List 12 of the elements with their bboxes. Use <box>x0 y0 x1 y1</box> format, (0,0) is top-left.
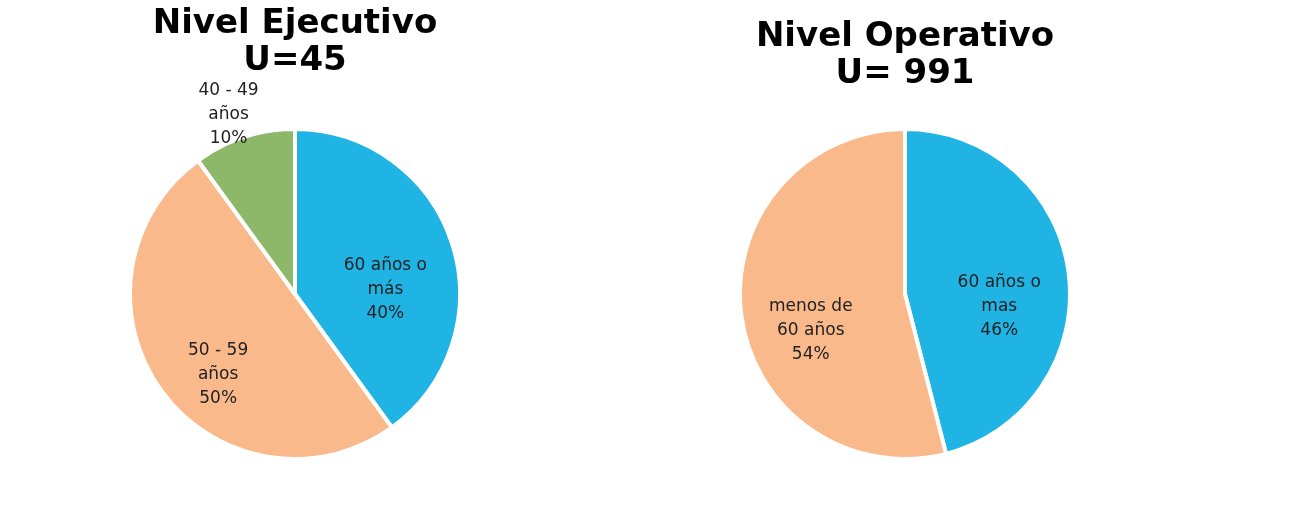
slice-label: menos de 60 años <box>768 294 853 339</box>
data-label: 40% <box>366 301 405 322</box>
data-label: 10% <box>209 126 248 147</box>
data-label: 50% <box>199 386 238 407</box>
slice-label: 40 - 49 años <box>198 78 259 123</box>
slice-label: 60 años o más <box>343 253 427 298</box>
data-label: 54% <box>791 342 830 363</box>
slice-label: 60 años o mas <box>957 271 1041 316</box>
chart-title: Nivel Operativo <box>755 14 1055 54</box>
chart-title: Nivel Ejecutivo <box>152 0 438 41</box>
slice-label: 50 - 59 años <box>188 338 249 383</box>
data-label: 46% <box>980 319 1019 340</box>
